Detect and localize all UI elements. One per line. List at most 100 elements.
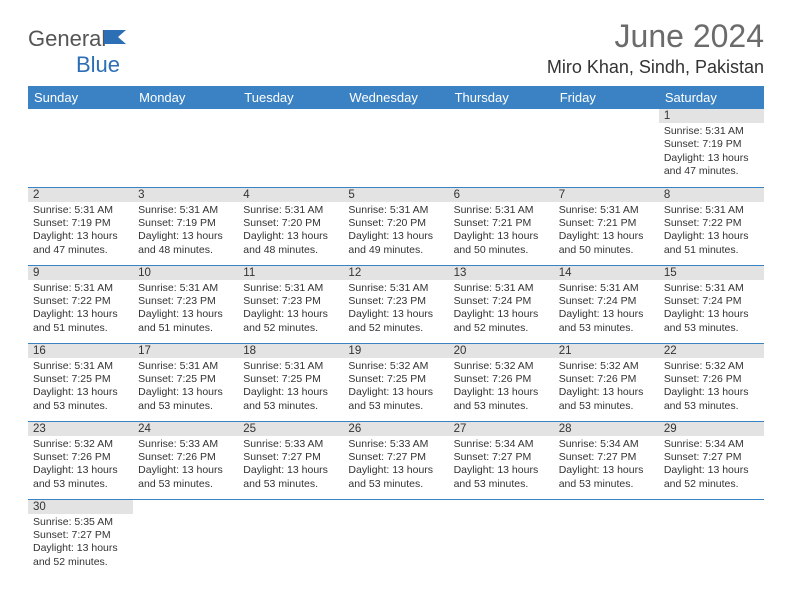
day-detail: Sunrise: 5:31 AMSunset: 7:23 PMDaylight:…	[133, 280, 238, 340]
page-header: General Blue June 2024 Miro Khan, Sindh,…	[28, 18, 764, 78]
day-detail: Sunrise: 5:35 AMSunset: 7:27 PMDaylight:…	[28, 514, 133, 574]
title-block: June 2024 Miro Khan, Sindh, Pakistan	[547, 18, 764, 78]
day-detail: Sunrise: 5:31 AMSunset: 7:25 PMDaylight:…	[28, 358, 133, 418]
day-number: 26	[343, 422, 448, 436]
day-detail: Sunrise: 5:31 AMSunset: 7:22 PMDaylight:…	[28, 280, 133, 340]
calendar-cell-empty	[554, 499, 659, 577]
calendar-cell: 15Sunrise: 5:31 AMSunset: 7:24 PMDayligh…	[659, 265, 764, 343]
flag-icon	[104, 26, 130, 52]
weekday-header: Tuesday	[238, 86, 343, 109]
day-detail: Sunrise: 5:33 AMSunset: 7:26 PMDaylight:…	[133, 436, 238, 496]
day-number: 9	[28, 266, 133, 280]
day-number: 10	[133, 266, 238, 280]
day-number: 19	[343, 344, 448, 358]
calendar-cell-empty	[28, 109, 133, 187]
calendar-row: 1Sunrise: 5:31 AMSunset: 7:19 PMDaylight…	[28, 109, 764, 187]
calendar-cell: 5Sunrise: 5:31 AMSunset: 7:20 PMDaylight…	[343, 187, 448, 265]
calendar-cell-empty	[659, 499, 764, 577]
calendar-table: SundayMondayTuesdayWednesdayThursdayFrid…	[28, 86, 764, 577]
calendar-cell: 19Sunrise: 5:32 AMSunset: 7:25 PMDayligh…	[343, 343, 448, 421]
calendar-cell-empty	[133, 499, 238, 577]
logo: General Blue	[28, 18, 130, 78]
calendar-cell-empty	[238, 109, 343, 187]
weekday-header: Thursday	[449, 86, 554, 109]
day-number: 6	[449, 188, 554, 202]
day-number: 27	[449, 422, 554, 436]
calendar-cell: 2Sunrise: 5:31 AMSunset: 7:19 PMDaylight…	[28, 187, 133, 265]
calendar-cell: 4Sunrise: 5:31 AMSunset: 7:20 PMDaylight…	[238, 187, 343, 265]
calendar-cell: 26Sunrise: 5:33 AMSunset: 7:27 PMDayligh…	[343, 421, 448, 499]
day-detail: Sunrise: 5:31 AMSunset: 7:20 PMDaylight:…	[238, 202, 343, 262]
day-number: 21	[554, 344, 659, 358]
day-detail: Sunrise: 5:31 AMSunset: 7:24 PMDaylight:…	[449, 280, 554, 340]
day-number: 5	[343, 188, 448, 202]
weekday-header: Wednesday	[343, 86, 448, 109]
calendar-cell: 25Sunrise: 5:33 AMSunset: 7:27 PMDayligh…	[238, 421, 343, 499]
day-detail: Sunrise: 5:31 AMSunset: 7:20 PMDaylight:…	[343, 202, 448, 262]
calendar-cell: 24Sunrise: 5:33 AMSunset: 7:26 PMDayligh…	[133, 421, 238, 499]
calendar-cell: 8Sunrise: 5:31 AMSunset: 7:22 PMDaylight…	[659, 187, 764, 265]
calendar-cell-empty	[449, 109, 554, 187]
day-detail: Sunrise: 5:31 AMSunset: 7:19 PMDaylight:…	[659, 123, 764, 183]
weekday-header: Sunday	[28, 86, 133, 109]
day-detail: Sunrise: 5:32 AMSunset: 7:26 PMDaylight:…	[554, 358, 659, 418]
calendar-cell: 18Sunrise: 5:31 AMSunset: 7:25 PMDayligh…	[238, 343, 343, 421]
day-detail: Sunrise: 5:33 AMSunset: 7:27 PMDaylight:…	[238, 436, 343, 496]
day-number: 23	[28, 422, 133, 436]
day-number: 12	[343, 266, 448, 280]
day-number: 7	[554, 188, 659, 202]
calendar-row: 16Sunrise: 5:31 AMSunset: 7:25 PMDayligh…	[28, 343, 764, 421]
day-detail: Sunrise: 5:31 AMSunset: 7:21 PMDaylight:…	[449, 202, 554, 262]
logo-text-blue: Blue	[28, 52, 120, 77]
calendar-cell: 22Sunrise: 5:32 AMSunset: 7:26 PMDayligh…	[659, 343, 764, 421]
day-detail: Sunrise: 5:32 AMSunset: 7:25 PMDaylight:…	[343, 358, 448, 418]
day-number: 8	[659, 188, 764, 202]
day-detail: Sunrise: 5:31 AMSunset: 7:24 PMDaylight:…	[554, 280, 659, 340]
calendar-cell-empty	[343, 499, 448, 577]
day-detail: Sunrise: 5:31 AMSunset: 7:23 PMDaylight:…	[343, 280, 448, 340]
day-number: 30	[28, 500, 133, 514]
day-number: 18	[238, 344, 343, 358]
day-detail: Sunrise: 5:31 AMSunset: 7:24 PMDaylight:…	[659, 280, 764, 340]
calendar-cell: 13Sunrise: 5:31 AMSunset: 7:24 PMDayligh…	[449, 265, 554, 343]
day-detail: Sunrise: 5:32 AMSunset: 7:26 PMDaylight:…	[659, 358, 764, 418]
day-number: 2	[28, 188, 133, 202]
weekday-row: SundayMondayTuesdayWednesdayThursdayFrid…	[28, 86, 764, 109]
calendar-cell: 17Sunrise: 5:31 AMSunset: 7:25 PMDayligh…	[133, 343, 238, 421]
month-title: June 2024	[547, 18, 764, 55]
day-number: 29	[659, 422, 764, 436]
weekday-header: Saturday	[659, 86, 764, 109]
calendar-cell: 7Sunrise: 5:31 AMSunset: 7:21 PMDaylight…	[554, 187, 659, 265]
calendar-cell: 30Sunrise: 5:35 AMSunset: 7:27 PMDayligh…	[28, 499, 133, 577]
day-detail: Sunrise: 5:31 AMSunset: 7:21 PMDaylight:…	[554, 202, 659, 262]
calendar-head: SundayMondayTuesdayWednesdayThursdayFrid…	[28, 86, 764, 109]
calendar-cell: 28Sunrise: 5:34 AMSunset: 7:27 PMDayligh…	[554, 421, 659, 499]
day-number: 25	[238, 422, 343, 436]
day-detail: Sunrise: 5:31 AMSunset: 7:22 PMDaylight:…	[659, 202, 764, 262]
calendar-cell: 12Sunrise: 5:31 AMSunset: 7:23 PMDayligh…	[343, 265, 448, 343]
calendar-body: 1Sunrise: 5:31 AMSunset: 7:19 PMDaylight…	[28, 109, 764, 577]
calendar-cell: 1Sunrise: 5:31 AMSunset: 7:19 PMDaylight…	[659, 109, 764, 187]
weekday-header: Monday	[133, 86, 238, 109]
day-detail: Sunrise: 5:33 AMSunset: 7:27 PMDaylight:…	[343, 436, 448, 496]
day-number: 22	[659, 344, 764, 358]
day-detail: Sunrise: 5:34 AMSunset: 7:27 PMDaylight:…	[449, 436, 554, 496]
calendar-cell-empty	[343, 109, 448, 187]
location: Miro Khan, Sindh, Pakistan	[547, 57, 764, 78]
day-number: 4	[238, 188, 343, 202]
logo-text-dark: General	[28, 26, 106, 51]
logo-text: General Blue	[28, 26, 130, 78]
day-number: 15	[659, 266, 764, 280]
day-detail: Sunrise: 5:31 AMSunset: 7:25 PMDaylight:…	[133, 358, 238, 418]
weekday-header: Friday	[554, 86, 659, 109]
calendar-cell-empty	[133, 109, 238, 187]
day-number: 11	[238, 266, 343, 280]
calendar-cell: 14Sunrise: 5:31 AMSunset: 7:24 PMDayligh…	[554, 265, 659, 343]
day-number: 28	[554, 422, 659, 436]
calendar-cell: 27Sunrise: 5:34 AMSunset: 7:27 PMDayligh…	[449, 421, 554, 499]
calendar-cell: 3Sunrise: 5:31 AMSunset: 7:19 PMDaylight…	[133, 187, 238, 265]
day-number: 17	[133, 344, 238, 358]
calendar-cell-empty	[238, 499, 343, 577]
day-number: 3	[133, 188, 238, 202]
calendar-cell: 11Sunrise: 5:31 AMSunset: 7:23 PMDayligh…	[238, 265, 343, 343]
